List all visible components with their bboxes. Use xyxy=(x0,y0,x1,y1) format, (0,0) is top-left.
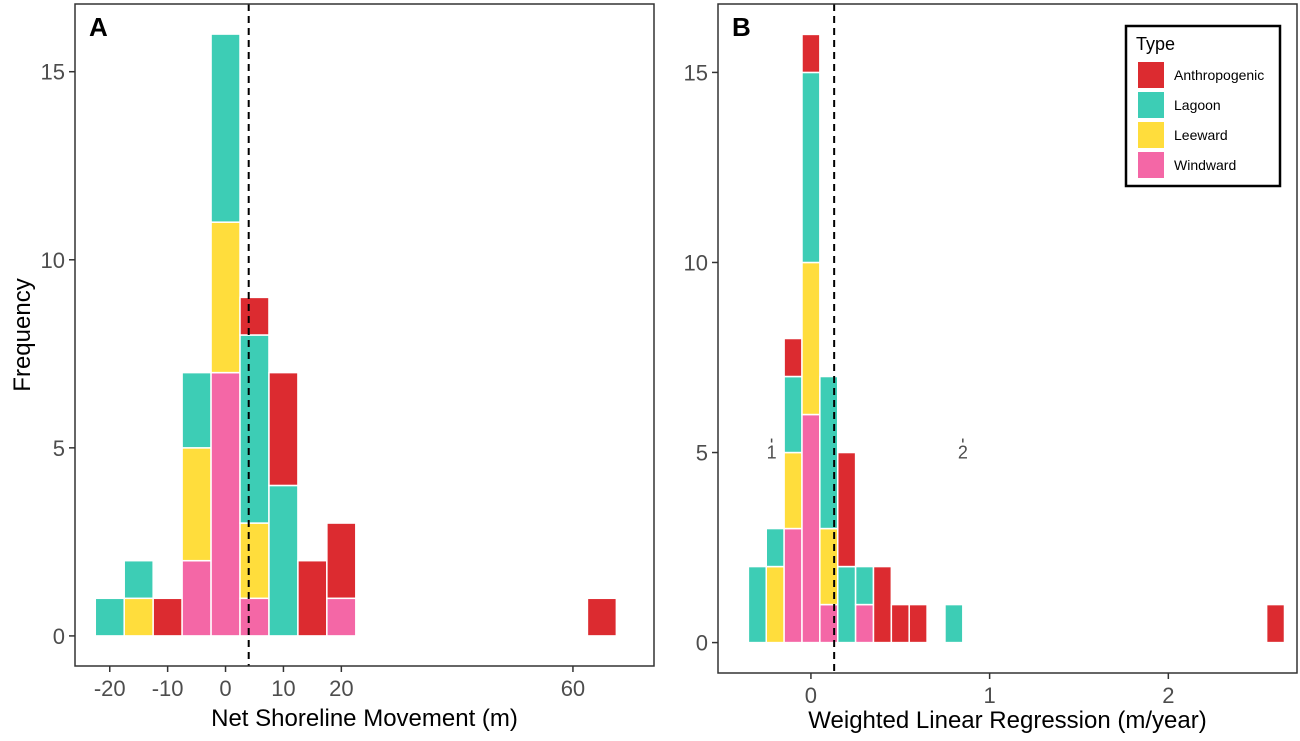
x-tick-label: 1 xyxy=(984,683,996,708)
x-axis-title: Net Shoreline Movement (m) xyxy=(211,705,518,732)
legend-label-anthropogenic: Anthropogenic xyxy=(1174,67,1264,83)
histogram-bar-lagoon xyxy=(801,71,821,264)
panel-label: A xyxy=(89,12,108,42)
y-tick-label: 5 xyxy=(696,441,708,466)
histogram-bar-anthropogenic xyxy=(872,565,893,644)
histogram-bar-lagoon xyxy=(836,565,857,644)
histogram-bar-anthropogenic xyxy=(890,603,910,644)
annotation-label: 1 xyxy=(767,443,777,463)
y-tick-label: 5 xyxy=(53,436,65,461)
histogram-bar-anthropogenic xyxy=(297,559,328,637)
panel-a-histogram: 0 5 10 15 -20 -10 0 10 20 60 A Net Shoreline Moveme… xyxy=(9,3,655,732)
legend: Type Anthropogenic Lagoon Leeward Windward xyxy=(1124,24,1282,188)
histogram-bar-windward xyxy=(326,597,357,637)
x-tick-label: -20 xyxy=(94,676,126,701)
x-tick-label: 10 xyxy=(271,676,295,701)
histogram-bar-anthropogenic xyxy=(239,296,270,336)
histogram-bar-anthropogenic xyxy=(801,33,821,74)
y-axis-title: Frequency xyxy=(9,278,36,391)
histogram-bar-anthropogenic xyxy=(586,597,618,637)
x-tick-label: 60 xyxy=(561,676,585,701)
y-tick-label: 10 xyxy=(41,248,65,273)
legend-label-lagoon: Lagoon xyxy=(1174,97,1221,113)
histogram-bar-windward xyxy=(181,559,212,637)
legend-label-windward: Windward xyxy=(1174,157,1236,173)
histogram-bar-anthropogenic xyxy=(326,522,357,600)
histogram-bar-leeward xyxy=(123,597,154,637)
histogram-bar-anthropogenic xyxy=(1265,603,1286,644)
legend-swatch-windward xyxy=(1138,152,1164,178)
histogram-bar-leeward xyxy=(801,261,821,416)
histogram-bar-anthropogenic xyxy=(836,451,857,568)
legend-title: Type xyxy=(1136,34,1175,54)
legend-swatch-lagoon xyxy=(1138,92,1164,118)
legend-swatch-leeward xyxy=(1138,122,1164,148)
histogram-bar-anthropogenic xyxy=(268,371,299,487)
y-tick-label: 0 xyxy=(53,624,65,649)
y-tick-label: 0 xyxy=(696,631,708,656)
histogram-bar-lagoon xyxy=(747,565,768,644)
histogram-bar-leeward xyxy=(239,522,270,600)
panel-border xyxy=(74,3,655,667)
x-axis-title: Weighted Linear Regression (m/year) xyxy=(808,707,1206,734)
x-tick-label: 0 xyxy=(805,683,817,708)
histogram-bar-anthropogenic xyxy=(783,337,803,378)
histogram-bar-leeward xyxy=(181,447,212,562)
histogram-bar-lagoon xyxy=(210,33,241,223)
x-tick-label: 2 xyxy=(1162,683,1174,708)
histogram-bar-leeward xyxy=(765,565,785,644)
y-tick-label: 15 xyxy=(41,60,65,85)
histogram-bar-lagoon xyxy=(944,603,964,644)
histogram-bar-lagoon xyxy=(854,565,875,606)
legend-label-leeward: Leeward xyxy=(1174,127,1228,143)
y-tick-label: 10 xyxy=(684,250,708,275)
panel-label: B xyxy=(732,12,751,42)
histogram-bar-anthropogenic xyxy=(908,603,928,644)
histogram-bar-lagoon xyxy=(181,371,212,449)
x-tick-label: 0 xyxy=(219,676,231,701)
histogram-bar-windward xyxy=(239,597,270,637)
annotation-label: 2 xyxy=(958,443,968,463)
x-tick-label: -10 xyxy=(152,676,184,701)
histogram-bar-lagoon xyxy=(94,597,125,637)
histogram-bar-lagoon xyxy=(239,334,270,524)
histogram-bar-windward xyxy=(854,603,875,644)
histogram-bar-lagoon xyxy=(783,375,803,454)
histogram-bar-lagoon xyxy=(123,559,154,600)
histogram-bar-lagoon xyxy=(268,484,299,637)
panel-border xyxy=(717,3,1298,674)
legend-swatch-anthropogenic xyxy=(1138,62,1164,88)
histogram-bar-windward xyxy=(801,413,821,644)
histogram-bar-leeward xyxy=(783,451,803,530)
histogram-bar-anthropogenic xyxy=(152,597,183,637)
panel-b-histogram: 1 2 0 5 10 15 0 1 2 B Weighted Linear Regression (… xyxy=(684,3,1298,734)
y-tick-label: 15 xyxy=(684,60,708,85)
histogram-bar-lagoon xyxy=(765,527,785,568)
histogram-bar-windward xyxy=(210,371,241,637)
histogram-bar-windward xyxy=(783,527,803,644)
histogram-bar-leeward xyxy=(210,221,241,374)
x-tick-label: 20 xyxy=(329,676,353,701)
